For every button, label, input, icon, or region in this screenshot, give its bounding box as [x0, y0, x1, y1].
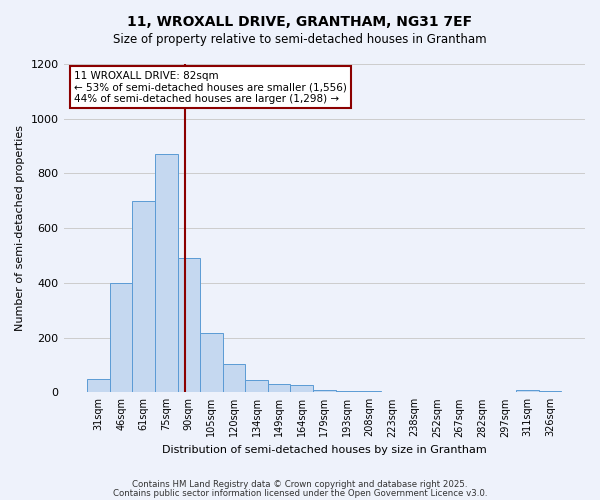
Bar	[516, 390, 539, 392]
Bar	[178, 258, 200, 392]
Bar	[110, 283, 133, 393]
Bar	[87, 378, 110, 392]
Text: Contains public sector information licensed under the Open Government Licence v3: Contains public sector information licen…	[113, 489, 487, 498]
Y-axis label: Number of semi-detached properties: Number of semi-detached properties	[15, 125, 25, 331]
Text: Size of property relative to semi-detached houses in Grantham: Size of property relative to semi-detach…	[113, 32, 487, 46]
Text: Contains HM Land Registry data © Crown copyright and database right 2025.: Contains HM Land Registry data © Crown c…	[132, 480, 468, 489]
Bar	[245, 380, 268, 392]
X-axis label: Distribution of semi-detached houses by size in Grantham: Distribution of semi-detached houses by …	[162, 445, 487, 455]
Bar	[268, 384, 290, 392]
Bar	[223, 364, 245, 392]
Bar	[133, 201, 155, 392]
Bar	[200, 334, 223, 392]
Bar	[313, 390, 335, 392]
Bar	[335, 391, 358, 392]
Bar	[155, 154, 178, 392]
Text: 11 WROXALL DRIVE: 82sqm
← 53% of semi-detached houses are smaller (1,556)
44% of: 11 WROXALL DRIVE: 82sqm ← 53% of semi-de…	[74, 70, 347, 104]
Text: 11, WROXALL DRIVE, GRANTHAM, NG31 7EF: 11, WROXALL DRIVE, GRANTHAM, NG31 7EF	[127, 15, 473, 29]
Bar	[290, 384, 313, 392]
Bar	[539, 391, 561, 392]
